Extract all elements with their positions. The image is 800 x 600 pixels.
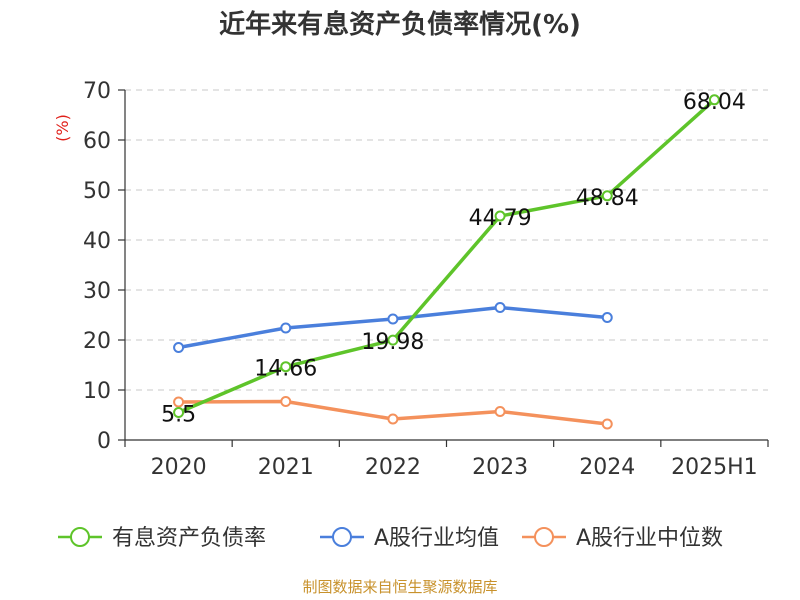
data-label: 19.98 — [361, 330, 424, 355]
y-tick-label: 10 — [83, 379, 111, 404]
y-tick-label: 50 — [83, 179, 111, 204]
legend-label: A股行业均值 — [374, 526, 499, 551]
series-lines — [173, 94, 720, 430]
gridlines — [125, 89, 768, 391]
data-point-series-0 — [708, 94, 720, 106]
data-labels: 5.5 14.66 19.98 44.79 48.84 68.04 — [161, 90, 746, 428]
legend-marker — [70, 527, 90, 547]
y-tick-label: 60 — [83, 129, 111, 154]
legend-item-1: A股行业均值 — [320, 526, 499, 551]
legend: 有息资产负债率 A股行业均值 A股行业中位数 — [58, 526, 723, 551]
legend-item-2: A股行业中位数 — [522, 526, 723, 551]
data-point-series-2 — [387, 413, 399, 425]
data-point-series-2 — [494, 406, 506, 417]
data-point-series-2 — [173, 396, 185, 408]
x-tick-label: 2022 — [365, 455, 421, 480]
data-label: 48.84 — [576, 186, 639, 211]
legend-item-0: 有息资产负债率 — [58, 526, 266, 551]
x-tick-label: 2024 — [579, 455, 635, 480]
series-line-0 — [176, 98, 717, 415]
data-point-series-2 — [601, 418, 613, 430]
legend-marker — [534, 527, 554, 547]
legend-marker — [332, 527, 352, 547]
data-point-series-0 — [280, 361, 292, 373]
data-point-series-1 — [387, 313, 399, 325]
chart-title: 近年来有息资产负债率情况(%) — [219, 9, 581, 40]
data-point-series-2 — [280, 396, 292, 407]
y-tick-label: 0 — [97, 429, 111, 454]
data-label: 14.66 — [254, 357, 317, 382]
x-tick-label: 2020 — [151, 455, 207, 480]
x-tick-label: 2021 — [258, 455, 314, 480]
data-point-series-1 — [173, 342, 185, 353]
data-point-series-0 — [601, 190, 613, 202]
data-point-series-1 — [494, 302, 506, 313]
axes: 0 10 20 30 40 50 60 70 2020 2021 2022 2023 2024 2025H… — [83, 79, 769, 480]
x-tick-label: 2023 — [472, 455, 528, 480]
y-axis-label: (%) — [53, 114, 72, 142]
data-label: 44.79 — [469, 206, 532, 231]
data-label: 68.04 — [683, 90, 746, 115]
y-tick-label: 70 — [83, 79, 111, 104]
data-point-series-0 — [173, 407, 185, 418]
data-label: 5.5 — [161, 403, 196, 428]
y-tick-label: 30 — [83, 279, 111, 304]
y-tick-label: 40 — [83, 229, 111, 254]
data-point-series-0 — [494, 210, 506, 222]
y-tick-label: 20 — [83, 329, 111, 354]
source-note: 制图数据来自恒生聚源数据库 — [302, 578, 497, 596]
data-point-series-1 — [601, 312, 613, 323]
legend-label: 有息资产负债率 — [112, 526, 266, 551]
legend-label: A股行业中位数 — [576, 526, 723, 551]
data-point-series-0 — [387, 334, 399, 346]
x-tick-label: 2025H1 — [671, 455, 758, 480]
data-point-series-1 — [280, 322, 292, 334]
